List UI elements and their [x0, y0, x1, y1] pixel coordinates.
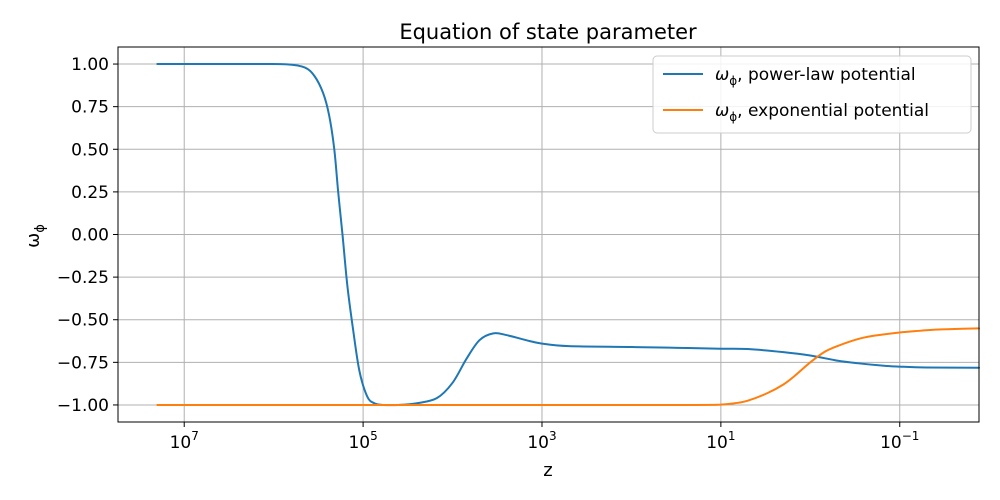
chart-title: Equation of state parameter [399, 20, 697, 44]
x-tick-label-base: 10 [706, 433, 728, 453]
legend-entry-power-law: ωϕ, power-law potential [663, 65, 916, 88]
legend-label-symbol: ω [715, 65, 729, 85]
x-tick-label: 10−1 [880, 429, 919, 453]
legend-label-text: , power-law potential [737, 65, 915, 85]
legend-label-text: , exponential potential [737, 101, 929, 121]
y-tick-label: 0.25 [71, 183, 109, 203]
x-tick-label-base: 10 [348, 433, 370, 453]
x-tick-label-base: 10 [880, 433, 902, 453]
legend-label-subscript: ϕ [729, 110, 737, 124]
x-tick-label: 101 [706, 429, 735, 453]
x-tick-label: 103 [527, 429, 556, 453]
y-tick-label: 0.75 [71, 98, 109, 118]
legend-entry-exponential: ωϕ, exponential potential [663, 101, 929, 124]
x-tick-label-exponent: 3 [549, 429, 557, 443]
y-tick-label: −1.00 [57, 396, 109, 416]
legend-label-symbol: ω [715, 101, 729, 121]
x-tick-label: 107 [170, 429, 199, 453]
x-tick-label-exponent: 7 [191, 429, 199, 443]
y-axis-label-symbol: ω [23, 233, 44, 248]
y-tick-label: 0.00 [71, 226, 109, 246]
x-tick-label-exponent: 1 [728, 429, 736, 443]
y-axis-label: ωϕ [23, 224, 48, 248]
series-line-power-law [156, 63, 980, 407]
legend-label: ωϕ, exponential potential [715, 101, 929, 124]
axis-ticks: 107 105 103 101 10−11.000.750.500.250.00−0.2… [57, 55, 920, 453]
y-tick-label: 0.50 [71, 140, 109, 160]
series-line-exponential [156, 327, 980, 406]
x-tick-label: 105 [348, 429, 377, 453]
legend-label-subscript: ϕ [729, 74, 737, 88]
legend-box [652, 55, 972, 134]
x-tick-label-exponent: 5 [370, 429, 378, 443]
legend-label: ωϕ, power-law potential [715, 65, 916, 88]
x-tick-label-exponent: −1 [902, 429, 920, 443]
x-tick-label-base: 10 [527, 433, 549, 453]
y-axis-label-subscript: ϕ [33, 224, 48, 233]
y-tick-label: −0.75 [57, 353, 109, 373]
x-tick-label-base: 10 [170, 433, 192, 453]
series-lines [156, 63, 980, 407]
y-tick-label: 1.00 [71, 55, 109, 75]
y-tick-label: −0.25 [57, 268, 109, 288]
x-axis-label: z [543, 460, 552, 481]
y-tick-label: −0.50 [57, 311, 109, 331]
